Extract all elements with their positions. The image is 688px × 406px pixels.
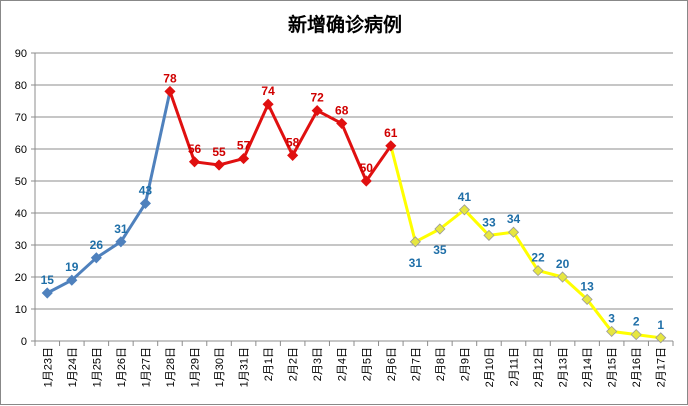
x-tick-label: 2月16日 [631,347,643,387]
x-tick-label: 2月4日 [337,347,349,381]
data-label: 33 [482,215,496,229]
data-point [409,236,421,248]
data-label: 22 [531,251,545,265]
data-point [41,287,53,299]
x-tick-label: 2月5日 [361,347,373,381]
data-point [630,329,642,341]
data-label: 19 [65,260,79,274]
x-tick-label: 1月31日 [239,347,251,387]
data-label: 34 [507,212,521,226]
y-tick-label: 60 [15,144,27,156]
data-label: 50 [360,161,374,175]
data-label: 61 [384,126,398,140]
y-tick-label: 40 [15,208,27,220]
x-tick-label: 2月8日 [435,347,447,381]
data-label: 20 [556,257,570,271]
x-tick-label: 2月2日 [288,347,300,381]
data-point [557,271,569,283]
x-tick-label: 1月24日 [67,347,79,387]
series-line-segment [46,91,172,295]
data-label: 13 [580,279,594,293]
data-label: 72 [311,91,325,105]
y-tick-label: 10 [15,304,27,316]
data-label: 55 [212,145,226,159]
data-point [262,98,274,110]
x-tick-label: 2月15日 [607,347,619,387]
data-point [458,204,470,216]
x-tick-label: 2月6日 [386,347,398,381]
data-label: 3 [608,311,615,325]
data-label: 43 [139,183,153,197]
x-tick-label: 1月28日 [165,347,177,387]
data-label: 15 [41,273,55,287]
x-tick-label: 2月1日 [263,347,275,381]
data-point [66,274,78,286]
data-label: 56 [188,142,202,156]
x-tick-label: 1月26日 [116,347,128,387]
data-label: 35 [433,243,447,257]
x-tick-label: 2月17日 [656,347,668,387]
data-label: 31 [114,222,128,236]
x-tick-label: 2月14日 [582,347,594,387]
data-label: 26 [90,238,104,252]
data-point [188,156,201,168]
data-point [360,175,372,187]
data-point [90,252,102,264]
data-label: 74 [261,84,275,98]
data-point [164,85,176,97]
x-tick-label: 1月23日 [42,347,54,387]
data-label: 58 [286,135,300,149]
chart-title: 新增确诊病例 [288,13,402,36]
data-label: 41 [458,190,472,204]
x-tick-label: 1月27日 [140,347,152,387]
data-point [606,325,618,337]
x-tick-label: 2月9日 [459,347,471,381]
data-point [139,197,151,209]
data-point [115,236,127,248]
data-label: 78 [163,71,177,85]
x-tick-label: 2月13日 [558,347,570,387]
data-point [311,105,323,117]
x-tick-label: 2月7日 [410,347,422,381]
data-point [238,153,250,165]
data-label: 1 [657,318,664,332]
data-point [213,159,225,171]
y-tick-label: 80 [15,80,27,92]
x-tick-label: 2月10日 [484,347,496,387]
data-label: 68 [335,103,349,117]
data-point [434,223,446,235]
data-point [385,140,397,152]
data-point [581,293,593,305]
y-tick-label: 30 [15,240,27,252]
x-tick-label: 2月11日 [509,347,521,387]
data-point [483,229,495,241]
data-point [655,332,667,344]
x-tick-label: 2月12日 [533,347,545,387]
data-point [532,265,544,277]
data-label: 57 [237,139,251,153]
y-tick-label: 70 [15,112,27,124]
y-tick-label: 50 [15,176,27,188]
series-line-segment [168,90,393,183]
data-label: 31 [409,256,423,270]
y-tick-label: 0 [21,336,27,348]
x-tick-label: 1月25日 [91,347,103,387]
x-tick-label: 2月3日 [312,347,324,381]
y-tick-label: 20 [15,272,27,284]
data-point [336,117,348,129]
x-tick-label: 1月29日 [190,347,202,387]
data-point [507,226,520,238]
data-point [287,149,299,161]
y-tick-label: 90 [15,48,27,60]
x-tick-label: 1月30日 [214,347,226,387]
data-label: 2 [633,315,640,329]
